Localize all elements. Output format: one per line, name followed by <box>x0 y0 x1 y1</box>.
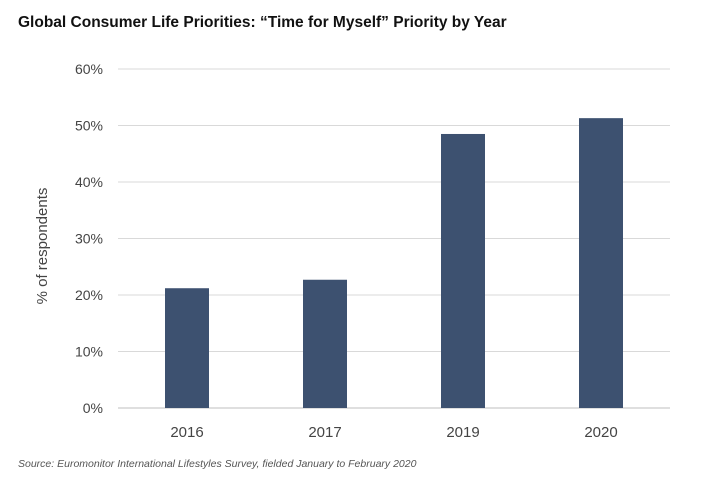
y-tick-label: 40% <box>75 174 103 190</box>
y-axis-title: % of respondents <box>34 188 51 305</box>
gridlines <box>118 68 670 409</box>
x-tick-label: 2017 <box>308 424 341 441</box>
x-tick-label: 2019 <box>446 424 479 441</box>
y-tick-label: 30% <box>75 231 103 247</box>
bar-2017 <box>303 279 347 408</box>
y-tick-label: 0% <box>83 400 103 416</box>
x-tick-label: 2020 <box>584 424 617 441</box>
bar-2019 <box>441 133 485 408</box>
y-axis-ticks: 0% 10% 20% 30% 40% 50% 60% <box>75 61 103 416</box>
bars <box>165 118 623 408</box>
bar-2016 <box>165 288 209 408</box>
chart-title: Global Consumer Life Priorities: “Time f… <box>18 14 507 31</box>
y-tick-label: 10% <box>75 344 103 360</box>
x-axis-ticks: 2016 2017 2019 2020 <box>170 424 617 441</box>
bar-2020 <box>579 118 623 408</box>
source-note: Source: Euromonitor International Lifest… <box>18 458 417 470</box>
y-tick-label: 20% <box>75 287 103 303</box>
y-tick-label: 50% <box>75 118 103 134</box>
y-tick-label: 60% <box>75 61 103 77</box>
x-tick-label: 2016 <box>170 424 203 441</box>
